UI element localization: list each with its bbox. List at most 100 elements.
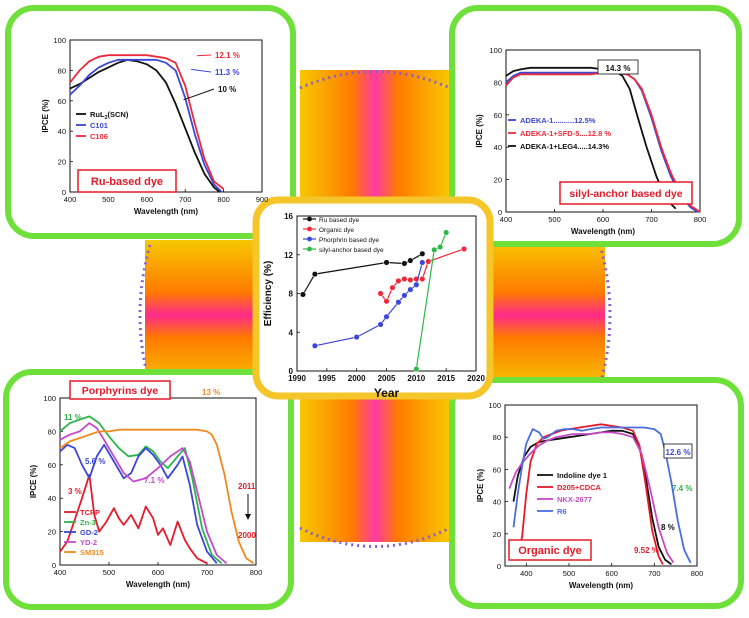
data-point-0-2	[383, 259, 390, 266]
y-tick-label: 0	[497, 562, 501, 571]
panel-title-box	[559, 181, 693, 205]
x-tick-label: 500	[103, 568, 116, 577]
annotation-label: 7.1 %	[144, 476, 164, 485]
y-tick-label: 40	[494, 143, 502, 152]
x-tick-label: 700	[645, 215, 658, 224]
series-line-organic-2	[508, 431, 675, 564]
x-tick-label: 800	[250, 568, 263, 577]
legend-entry: GD-2	[80, 528, 98, 537]
panel-title: Organic dye	[518, 545, 582, 557]
dotted-arc-bottom	[299, 526, 451, 548]
x-axis-label: Wavelength (nm)	[134, 207, 198, 216]
legend-entry: NKX-2677	[557, 495, 592, 504]
y-tick-label: 20	[48, 528, 56, 537]
series-line-ru-1	[69, 58, 223, 193]
data-point-1-4	[401, 275, 408, 283]
y-tick-label: 40	[493, 498, 501, 507]
x-tick-label: 400	[520, 569, 533, 578]
legend-entry: ADEKA-1+LEG4.....14.3%	[520, 142, 609, 151]
data-point-0-4	[407, 257, 414, 264]
legend-marker	[307, 216, 312, 222]
y-axis-label: IPCE (%)	[29, 465, 38, 499]
y-tick-label: 60	[493, 465, 501, 474]
x-tick-label: 800	[694, 215, 707, 224]
y-tick-label: 80	[494, 78, 502, 87]
data-point-2-6	[407, 286, 414, 293]
data-point-3-3	[443, 229, 450, 236]
data-point-3-0	[413, 366, 420, 373]
data-point-2-1	[353, 334, 360, 341]
x-tick-label: 600	[597, 215, 610, 224]
y-tick-label: 100	[489, 46, 502, 55]
annotation-label: 11.3 %	[215, 68, 239, 77]
y-tick-label: 100	[488, 401, 501, 410]
series-line-ru-0	[69, 58, 221, 193]
annotation-label: 2011	[238, 482, 256, 491]
x-axis-label: Wavelength (nm)	[571, 227, 635, 236]
x-axis-label: Wavelength (nm)	[569, 581, 633, 590]
y-tick-label: 0	[498, 208, 502, 217]
data-point-0-3	[401, 260, 408, 267]
legend-entry: C101	[90, 121, 108, 130]
series-line-porphyrin-1	[59, 415, 223, 564]
data-point-0-1	[311, 271, 318, 278]
panel-frame-porphyrin	[3, 369, 294, 610]
x-tick-label: 600	[605, 569, 618, 578]
data-point-1-0	[377, 290, 384, 297]
legend-marker	[307, 246, 312, 252]
axes-silyl: 400 500 600 700 800 0 20 40 60 80 100 Wavelength (n…	[475, 46, 706, 236]
y-axis-label: IPCE (%)	[476, 469, 485, 503]
x-tick-label: 700	[179, 195, 192, 204]
annotation-label: 13 %	[202, 388, 220, 397]
y-tick-label: 40	[48, 494, 56, 503]
x-tick-label: 700	[201, 568, 214, 577]
y-tick-label: 80	[48, 427, 56, 436]
data-point-1-9	[461, 245, 468, 252]
annotation-label: 3 %	[68, 487, 82, 496]
x-tick-label: 900	[256, 195, 269, 204]
data-point-1-7	[419, 275, 426, 283]
annotation-label: 11 %	[64, 413, 82, 422]
data-point-2-3	[383, 313, 390, 320]
annotation-label: 8 %	[661, 523, 675, 532]
annotation-label: 2000	[238, 531, 256, 540]
y-tick-label: 100	[43, 394, 56, 403]
y-tick-label: 60	[58, 97, 66, 106]
annotation-arrow	[196, 54, 212, 57]
y-tick-label: 0	[62, 188, 66, 197]
y-tick-label: 20	[493, 530, 501, 539]
annotation-label: 14.3 %	[606, 64, 631, 73]
x-tick-label: 2020	[467, 374, 485, 383]
panel-title-box	[508, 539, 592, 561]
data-point-1-2	[389, 284, 396, 291]
series-line-efficiency-3	[415, 232, 447, 370]
x-tick-label: 700	[648, 569, 661, 578]
data-point-2-8	[419, 259, 426, 266]
y-tick-label: 80	[493, 433, 501, 442]
annotation-label: 12.6 %	[666, 448, 691, 457]
plot-frame	[504, 404, 698, 567]
axes-efficiency: 1990 1995 2000 2005 2010 2015 2020 0 4 8 12 16 Year E…	[263, 212, 485, 400]
y-axis-label: IPCE (%)	[41, 99, 50, 133]
legend-entry: Ru based dye	[319, 217, 359, 224]
x-tick-label: 2000	[348, 374, 366, 383]
series-line-organic-1	[516, 423, 664, 565]
panel-title: Ru-based dye	[91, 176, 163, 188]
y-tick-label: 0	[52, 561, 56, 570]
x-axis-label: Wavelength (nm)	[126, 580, 190, 589]
legend-subscript: 2	[105, 115, 108, 121]
legend-entry: Phorphrin based dye	[319, 237, 379, 244]
x-tick-label: 800	[691, 569, 704, 578]
y-tick-label: 60	[494, 111, 502, 120]
y-tick-label: 4	[289, 328, 294, 337]
series-line-porphyrin-3	[59, 422, 228, 564]
legend-entry: YD-2	[80, 538, 97, 547]
data-point-0-5	[419, 250, 426, 257]
series-line-porphyrin-2	[59, 443, 218, 564]
x-tick-label: 600	[141, 195, 154, 204]
data-point-3-1	[431, 246, 438, 253]
series-line-porphyrin-4	[59, 428, 255, 565]
y-axis-label: IPCE (%)	[475, 114, 484, 148]
